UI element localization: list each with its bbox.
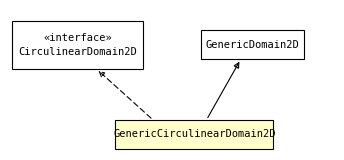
Text: CirculinearDomain2D: CirculinearDomain2D	[18, 47, 137, 56]
Bar	[201, 30, 304, 59]
Bar	[115, 120, 273, 149]
Text: GenericCirculinearDomain2D: GenericCirculinearDomain2D	[113, 129, 276, 139]
Bar	[12, 21, 143, 69]
Text: GenericDomain2D: GenericDomain2D	[206, 40, 300, 50]
Text: «interface»: «interface»	[43, 33, 112, 43]
